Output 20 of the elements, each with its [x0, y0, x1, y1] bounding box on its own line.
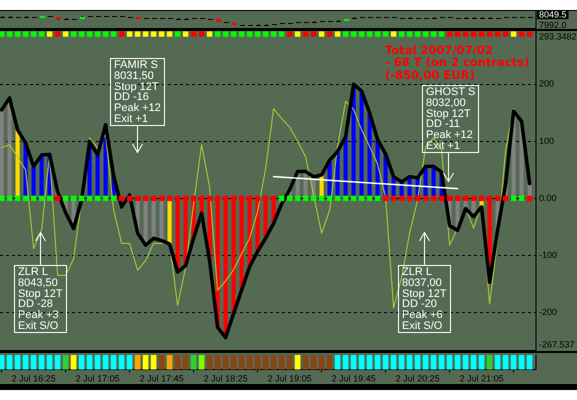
x-tick-label: 2 Jul 19:45 [332, 373, 376, 384]
y-tick-label: 200 [539, 78, 554, 89]
x-tick-label: 2 Jul 19:05 [268, 373, 312, 384]
y-tick-label: -267.537 [539, 339, 575, 350]
y-tick-label: -100 [539, 250, 558, 260]
annotation: ZLR L 8043,50 Stop 12T DD -28 Peak +3 Exit S/O [14, 265, 67, 333]
y-tick-label: 0.00 [539, 192, 557, 203]
y-tick-label: 7992.0 [539, 20, 567, 30]
x-tick-label: 2 Jul 21:05 [460, 373, 504, 384]
annotation: FAMIR S 8031,50 Stop 12T DD -16 Peak +12 Exit +1 [110, 58, 165, 126]
x-tick-label: 2 Jul 17:05 [76, 373, 120, 384]
y-tick-label: 8049.5 [539, 9, 567, 20]
x-tick-label: 2 Jul 17:45 [140, 373, 184, 384]
y-tick-label: 100 [539, 136, 554, 146]
annotation: Total 2007/07/02 - 68 T (on 2 contracts) (-850,00 EUR) [385, 42, 530, 82]
x-tick-label: 2 Jul 16:25 [12, 373, 56, 384]
y-tick-label: 293.3482 [539, 31, 577, 42]
x-tick-label: 2 Jul 20:25 [396, 373, 440, 384]
y-tick-label: -200 [539, 306, 558, 317]
x-tick-label: 2 Jul 18:25 [204, 373, 248, 384]
